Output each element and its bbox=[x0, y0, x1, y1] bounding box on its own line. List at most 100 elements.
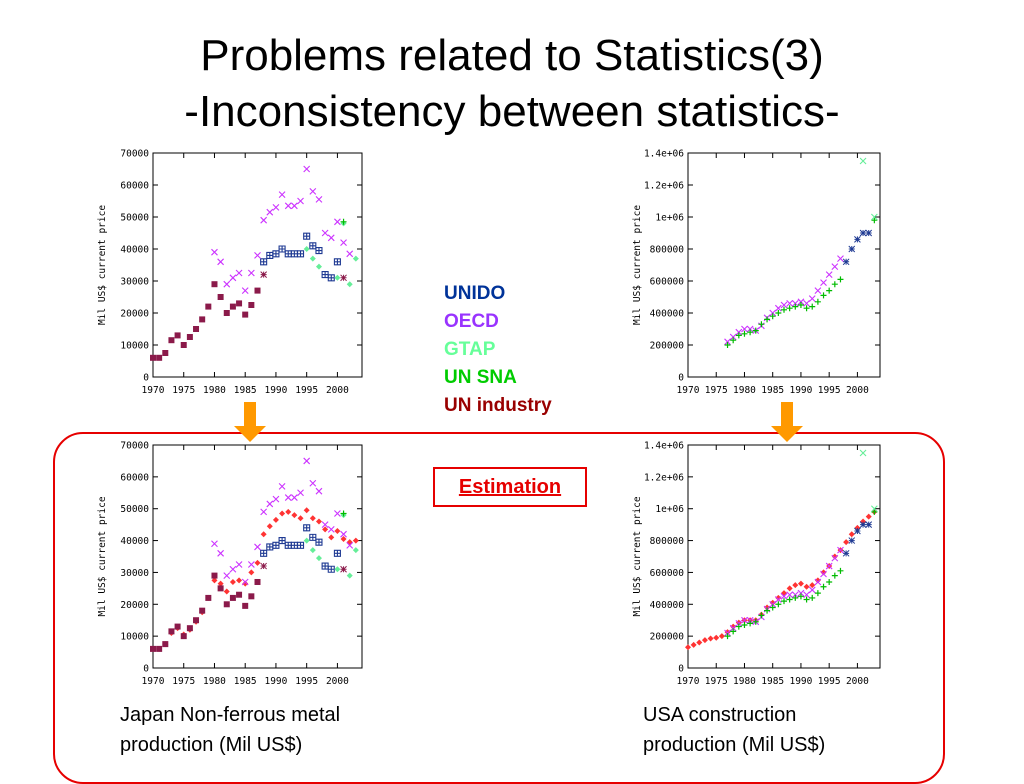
data-point-unido bbox=[272, 541, 280, 549]
data-point-estimate bbox=[236, 577, 243, 584]
data-point-oecd bbox=[315, 487, 323, 495]
data-point-oecd bbox=[272, 204, 280, 211]
y-tick-label: 1.2e+06 bbox=[644, 472, 684, 483]
data-point-unsna bbox=[775, 601, 782, 608]
caption-left: Japan Non-ferrous metal production (Mil … bbox=[120, 700, 340, 760]
data-point-oecd bbox=[229, 274, 237, 282]
data-point-unsna bbox=[735, 332, 742, 339]
data-point-estimate bbox=[814, 577, 821, 584]
data-point-unind bbox=[193, 617, 200, 624]
y-tick-label: 1.4e+06 bbox=[644, 149, 684, 160]
data-point-unind bbox=[248, 302, 255, 308]
data-point-unsna bbox=[837, 567, 844, 574]
data-point-unind bbox=[174, 332, 181, 339]
data-point-unido bbox=[854, 527, 861, 535]
y-tick-label: 200000 bbox=[650, 341, 685, 352]
data-point-oecd bbox=[786, 300, 794, 307]
data-point-unsna bbox=[786, 596, 793, 603]
legend-item-unido: UNIDO bbox=[444, 283, 506, 304]
y-axis-label: Mil US$ current price bbox=[632, 205, 643, 325]
data-point-oecd bbox=[774, 304, 782, 312]
legend-item-unindustry: UN industry bbox=[444, 395, 552, 416]
data-point-oecd bbox=[211, 540, 218, 548]
data-point-unsna bbox=[820, 292, 827, 299]
data-point-oecd bbox=[334, 510, 341, 517]
x-tick-label: 1995 bbox=[818, 676, 841, 687]
data-point-unido bbox=[296, 250, 305, 258]
data-point-unido bbox=[260, 549, 268, 557]
x-tick-label: 1995 bbox=[818, 385, 841, 396]
data-point-oecd bbox=[831, 554, 839, 562]
data-point-oecd bbox=[229, 565, 237, 573]
data-point-unsna bbox=[826, 287, 833, 294]
legend-item-gtap: GTAP bbox=[444, 339, 496, 360]
data-point-oecd bbox=[780, 592, 788, 600]
data-point-unind bbox=[242, 311, 249, 318]
data-point-unind bbox=[162, 641, 169, 648]
x-tick-label: 2000 bbox=[326, 385, 349, 396]
x-tick-label: 1975 bbox=[705, 385, 728, 396]
data-point-oecd bbox=[780, 301, 788, 309]
y-tick-label: 70000 bbox=[120, 149, 149, 160]
data-point-unsna bbox=[747, 620, 754, 627]
x-tick-label: 1990 bbox=[264, 676, 287, 687]
y-tick-label: 20000 bbox=[120, 600, 149, 611]
data-point-unind bbox=[199, 607, 206, 614]
chart-top-left: 1970 1975 1980 1985 1990 1995 2000010000200003… bbox=[97, 149, 363, 396]
data-point-unsna bbox=[764, 607, 771, 614]
data-point-unsna bbox=[781, 598, 787, 605]
data-point-unsna bbox=[786, 305, 793, 312]
data-point-gtap bbox=[309, 547, 316, 554]
y-tick-label: 1.4e+06 bbox=[644, 441, 684, 452]
x-tick-label: 2000 bbox=[846, 676, 869, 687]
data-point-oecd bbox=[803, 591, 810, 599]
data-point-oecd bbox=[217, 258, 225, 266]
y-tick-label: 800000 bbox=[650, 245, 685, 256]
data-point-unsna bbox=[730, 337, 737, 344]
legend-item-oecd: OECD bbox=[444, 311, 499, 332]
data-point-oecd bbox=[278, 191, 286, 198]
data-point-oecd bbox=[786, 591, 794, 599]
data-point-unsna bbox=[781, 306, 787, 313]
y-tick-label: 0 bbox=[143, 664, 149, 675]
y-tick-label: 0 bbox=[143, 373, 149, 384]
data-point-unsna bbox=[809, 594, 816, 601]
data-point-unido bbox=[333, 549, 341, 557]
data-point-unsna bbox=[803, 596, 810, 603]
data-point-unsna bbox=[724, 633, 731, 640]
data-point-oecd bbox=[825, 562, 833, 570]
data-point-oecd bbox=[340, 530, 347, 538]
x-tick-label: 1995 bbox=[295, 385, 318, 396]
data-point-unsna bbox=[340, 510, 347, 517]
x-tick-label: 1985 bbox=[234, 385, 257, 396]
x-tick-label: 1985 bbox=[234, 676, 257, 687]
data-point-unido bbox=[315, 538, 323, 546]
series-layer bbox=[724, 157, 878, 348]
data-point-oecd bbox=[814, 287, 822, 294]
data-point-unido bbox=[327, 274, 335, 282]
data-point-oecd bbox=[284, 202, 292, 210]
data-point-unido bbox=[260, 258, 268, 266]
data-point-unind bbox=[186, 625, 193, 632]
y-axis-label: Mil US$ current price bbox=[632, 496, 643, 616]
data-point-estimate bbox=[831, 553, 838, 560]
data-point-unind bbox=[211, 572, 218, 579]
data-point-unsna bbox=[792, 303, 799, 310]
data-point-estimate bbox=[769, 599, 776, 606]
data-point-unsna bbox=[871, 217, 878, 224]
data-point-oecd bbox=[791, 300, 799, 307]
data-point-oecd bbox=[808, 295, 816, 302]
data-point-unsna bbox=[820, 583, 827, 590]
data-point-oecd bbox=[346, 541, 354, 549]
data-point-oecd bbox=[729, 624, 737, 632]
y-tick-label: 40000 bbox=[120, 245, 149, 256]
y-tick-label: 20000 bbox=[120, 309, 149, 320]
data-point-unido bbox=[848, 537, 856, 544]
data-point-estimate bbox=[786, 585, 793, 592]
data-point-estimate bbox=[303, 507, 310, 514]
data-point-oecd bbox=[769, 600, 777, 608]
data-point-estimate bbox=[352, 537, 359, 544]
y-tick-label: 40000 bbox=[120, 536, 149, 547]
data-point-gtap bbox=[870, 213, 878, 221]
data-point-unido bbox=[296, 541, 305, 549]
